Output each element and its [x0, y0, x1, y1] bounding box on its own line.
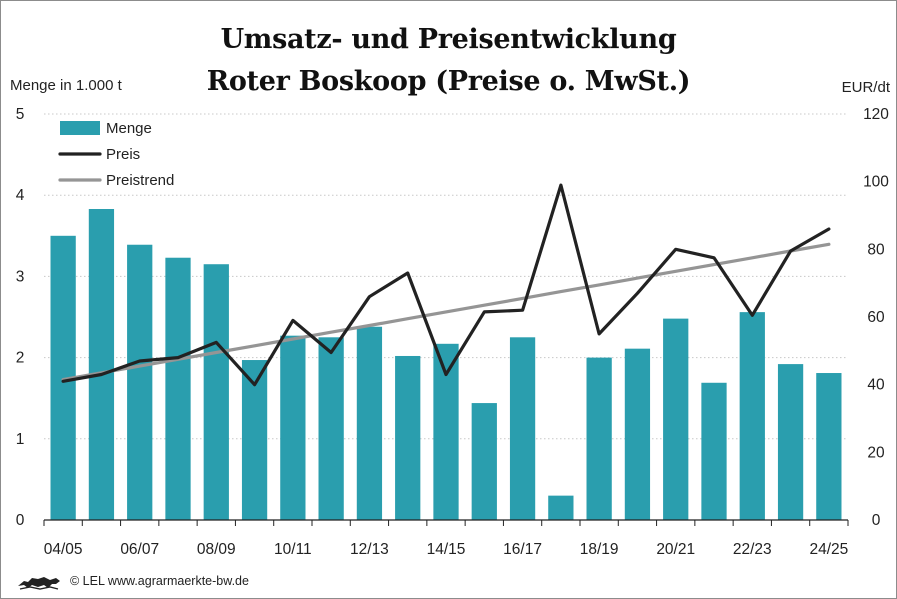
y-axis-left-label: Menge in 1.000 t	[10, 77, 122, 94]
y-tick-label-left: 3	[16, 268, 25, 285]
line-preis	[61, 183, 831, 387]
bar	[280, 335, 306, 520]
y-tick-label-right: 0	[872, 512, 881, 529]
bar	[165, 257, 191, 520]
y-tick-label-right: 40	[867, 377, 885, 394]
bar	[624, 348, 651, 520]
legend-swatch-menge	[60, 121, 100, 135]
x-tick-label: 10/11	[274, 541, 312, 558]
y-tick-label-left: 4	[16, 187, 25, 204]
x-tick-label: 06/07	[120, 541, 159, 558]
y-tick-label-right: 80	[867, 241, 885, 258]
bar	[203, 264, 229, 520]
y-tick-label-right: 60	[867, 309, 885, 326]
x-tick-label: 20/21	[656, 541, 695, 558]
x-tick-label: 12/13	[350, 541, 389, 558]
lion-coat-of-arms-icon	[16, 572, 62, 597]
legend-label-menge: Menge	[106, 120, 152, 137]
bar-series	[50, 209, 842, 521]
bar	[395, 355, 421, 520]
bar	[663, 318, 689, 520]
bar	[586, 357, 612, 520]
y-tick-label-left: 2	[16, 350, 25, 367]
bar	[241, 360, 268, 520]
line-preistrend	[61, 242, 831, 382]
x-tick-label: 14/15	[427, 541, 466, 558]
x-tick-label: 18/19	[580, 541, 619, 558]
bar	[471, 403, 497, 520]
bar	[701, 382, 727, 520]
legend-label-preis: Preis	[106, 146, 140, 163]
legend: Menge Preis Preistrend	[58, 120, 174, 189]
y-tick-label-left: 1	[16, 431, 25, 448]
bar	[777, 364, 804, 520]
x-tick-label: 22/23	[733, 541, 772, 558]
bar	[739, 312, 765, 520]
bar	[88, 209, 115, 520]
y-tick-label-right: 120	[863, 106, 889, 123]
x-tick-label: 16/17	[503, 541, 542, 558]
bar	[356, 326, 383, 520]
x-tick-label: 04/05	[44, 541, 83, 558]
credit-text: © LEL www.agrarmaerkte-bw.de	[70, 574, 249, 588]
y-tick-label-right: 20	[867, 444, 885, 461]
bar	[816, 373, 842, 520]
x-tick-label: 24/25	[809, 541, 848, 558]
axes: 04/05 06/07 08/09 10/11 12/13 14/15 16/17 18/19…	[16, 106, 890, 558]
chart-title: Umsatz- und Preisentwicklung	[220, 24, 677, 55]
y-tick-label-left: 0	[16, 512, 25, 529]
legend-label-preistrend: Preistrend	[106, 172, 174, 189]
bar	[127, 244, 153, 520]
bar	[509, 337, 536, 520]
y-tick-label-left: 5	[16, 106, 25, 123]
bar	[318, 337, 344, 520]
x-tick-label: 08/09	[197, 541, 236, 558]
bar	[548, 495, 574, 520]
y-axis-right-label: EUR/dt	[841, 79, 890, 96]
y-tick-label-right: 100	[863, 174, 889, 191]
line-series	[61, 183, 831, 387]
chart-subtitle: Roter Boskoop (Preise o. MwSt.)	[206, 66, 691, 97]
